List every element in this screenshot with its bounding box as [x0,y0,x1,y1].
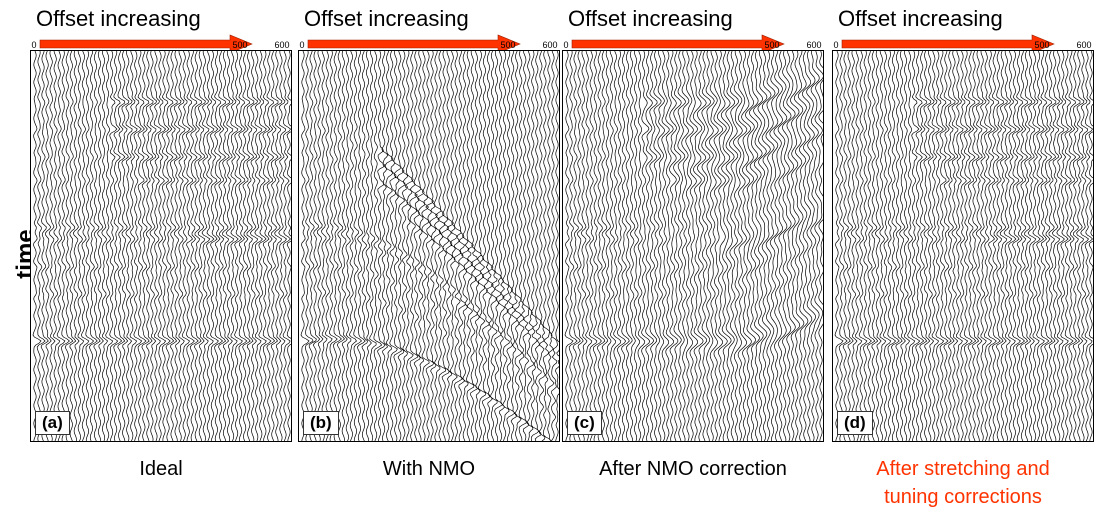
offset-tick-label: 0 [31,40,37,50]
panel-tag: (a) [35,411,70,435]
caption-line: tuning corrections [884,486,1042,508]
caption-line: After stretching and [876,458,1050,480]
offset-heading: Offset increasing [36,6,201,31]
seismic-gather: (d) [832,50,1094,442]
panel-c: Offset increasing 0 500 600 (c) After NMO cor… [562,0,824,520]
offset-axis: 0 500 600 [30,32,292,56]
panel-caption: With NMO [298,455,560,483]
offset-tick-label: 0 [833,40,839,50]
offset-tick-label: 600 [1076,40,1092,50]
offset-tick-label: 600 [274,40,290,50]
panel-caption: Ideal [30,455,292,483]
offset-arrow-icon [841,34,1055,54]
panel-caption: After NMO correction [562,455,824,483]
panel-tag: (c) [567,411,602,435]
offset-tick-label: 0 [299,40,305,50]
seismic-gather: (a) [30,50,292,442]
offset-tick-label: 500 [1034,40,1050,50]
wiggle-traces [564,51,823,441]
panel-d: Offset increasing 0 500 600 (d) After stretch… [832,0,1094,520]
panel-caption: After stretching and tuning corrections [832,455,1094,511]
caption-line: Ideal [139,458,183,480]
wiggle-traces [32,51,291,441]
offset-axis: 0 500 600 [562,32,824,56]
offset-axis: 0 500 600 [298,32,560,56]
offset-arrow-icon [571,34,785,54]
offset-tick-label: 500 [232,40,248,50]
offset-tick-label: 600 [806,40,822,50]
panel-a: Offset increasing 0 500 600 (a) Ideal [30,0,292,520]
offset-tick-label: 500 [500,40,516,50]
seismic-gather: (c) [562,50,824,442]
wiggle-traces [834,51,1093,441]
offset-tick-label: 600 [542,40,558,50]
offset-arrow-icon [39,34,253,54]
offset-tick-label: 500 [764,40,780,50]
offset-tick-label: 0 [563,40,569,50]
wiggle-traces [300,51,559,441]
offset-heading: Offset increasing [568,6,733,31]
caption-line: After NMO correction [599,458,787,480]
panel-b: Offset increasing 0 500 600 (b) With NMO [298,0,560,520]
seismic-gather: (b) [298,50,560,442]
caption-line: With NMO [382,458,476,480]
offset-arrow-icon [307,34,521,54]
panel-tag: (d) [837,411,873,435]
offset-axis: 0 500 600 [832,32,1094,56]
offset-heading: Offset increasing [304,6,469,31]
panel-tag: (b) [303,411,339,435]
offset-heading: Offset increasing [838,6,1003,31]
